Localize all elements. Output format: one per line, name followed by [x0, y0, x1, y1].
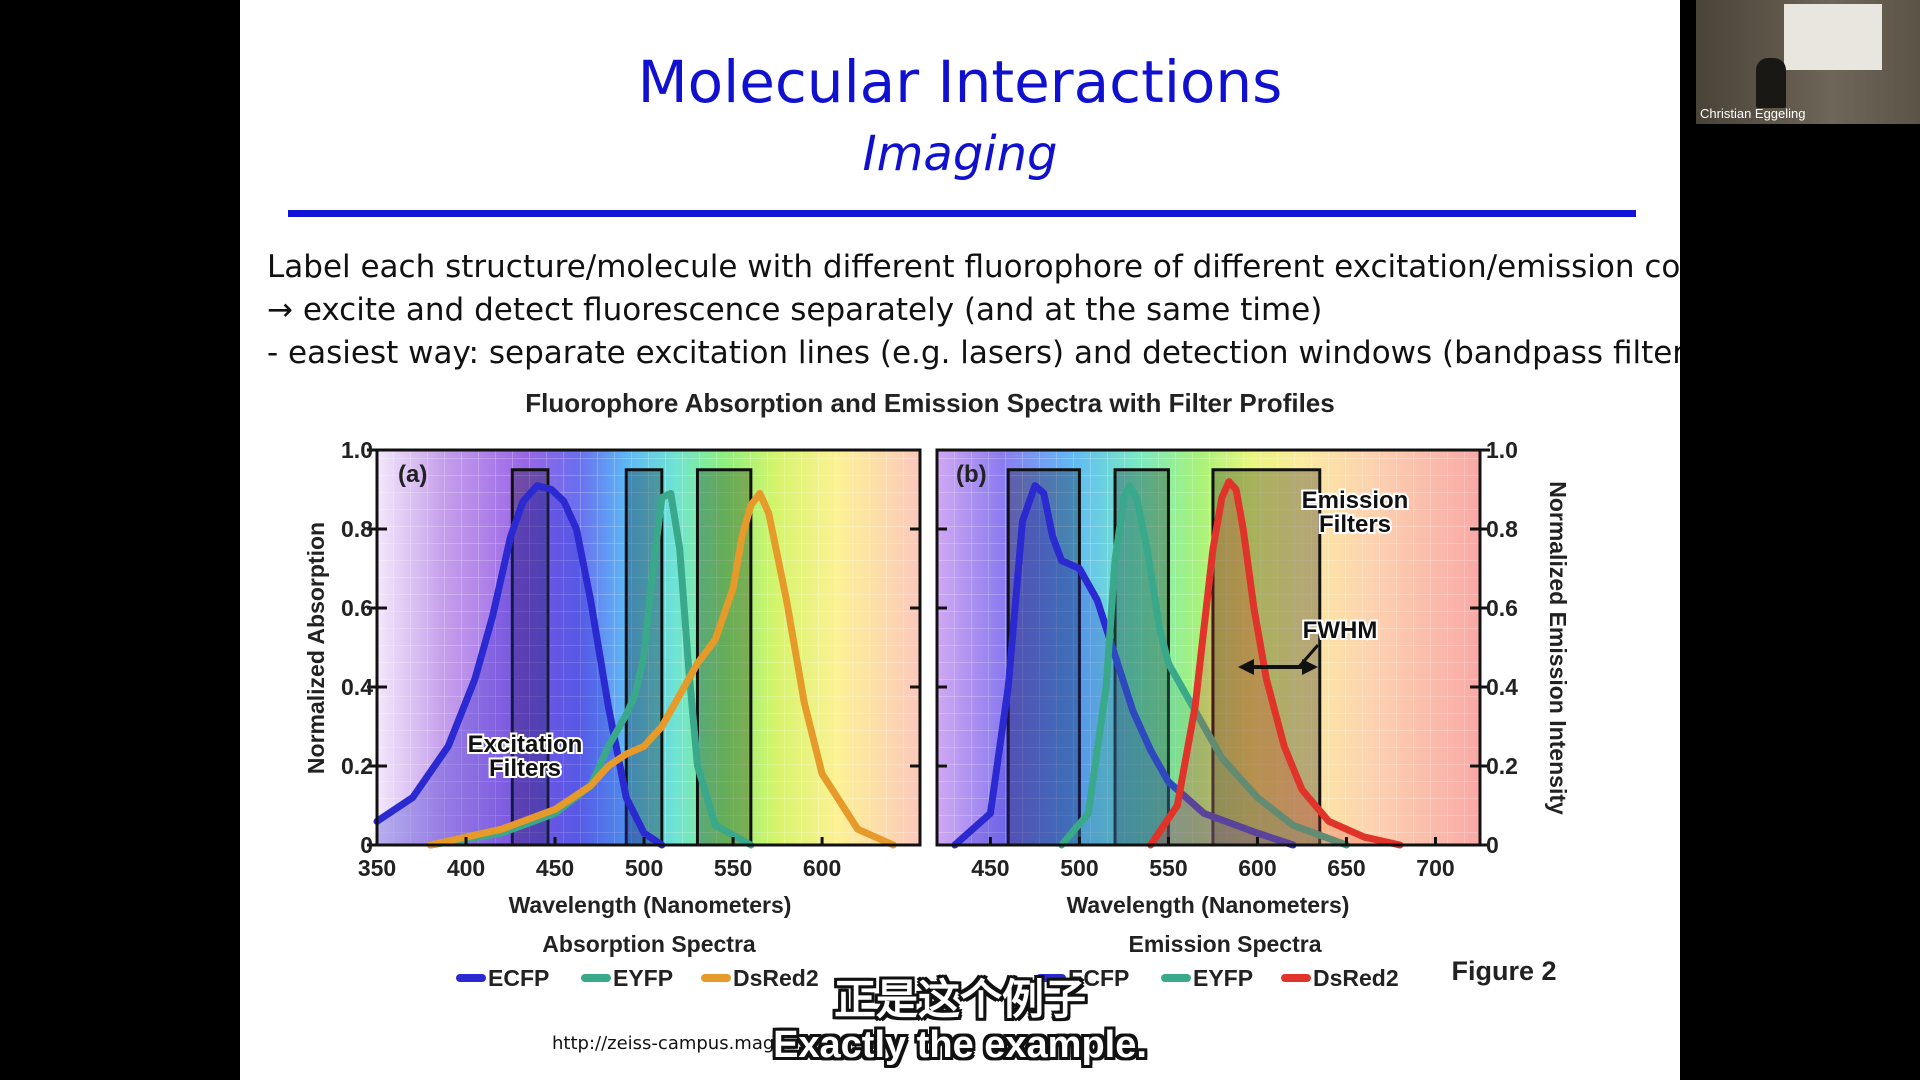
legend-label-eyfp: EYFP	[613, 965, 673, 991]
legend-panel-b: ECFP EYFP DsRed2	[1036, 965, 1399, 991]
x-tick-label: 700	[1416, 855, 1454, 881]
series-fill-ecfp	[377, 485, 662, 845]
x-tick-label: 500	[1060, 855, 1098, 881]
figure-title: Fluorophore Absorption and Emission Spec…	[525, 390, 1334, 418]
slide: Molecular Interactions Imaging Label eac…	[240, 0, 1680, 1080]
panel-b: 450 500 550 600 650 700 0 0.2 0.4 0.6 0.8 1.0 (b) E…	[935, 437, 1571, 957]
title-divider	[288, 210, 1636, 217]
panel-b-xlabel: Wavelength (Nanometers)	[1067, 892, 1350, 918]
panel-b-label: (b)	[956, 461, 987, 488]
panel-a-xlabel: Wavelength (Nanometers)	[509, 892, 792, 918]
slide-subtitle: Imaging	[862, 126, 1058, 182]
x-tick-label: 600	[1238, 855, 1276, 881]
source-url[interactable]: http://zeiss-campus.magn...ction.html	[552, 1033, 894, 1054]
x-tick-label: 450	[971, 855, 1009, 881]
y-tick-label: 0.2	[341, 753, 373, 779]
panel-b-ylabel: Normalized Emission Intensity	[1545, 481, 1571, 815]
projected-screen	[1784, 4, 1882, 70]
x-tick-label: 400	[447, 855, 485, 881]
subtitle-chinese: 正是这个例子	[833, 975, 1086, 1024]
subtitle-english: Exactly the example.	[773, 1024, 1147, 1066]
bullet-item: - easiest way: separate excitation lines…	[267, 335, 1680, 371]
emission-filters-label: Emission Filters	[1302, 487, 1409, 538]
x-tick-label: 550	[714, 855, 752, 881]
series-line-dsred2	[1147, 478, 1404, 849]
legend-label-ecfp: ECFP	[488, 965, 549, 991]
series-line-dsred2	[426, 489, 897, 849]
y-tick-label: 0	[1486, 832, 1499, 858]
y-tick-label: 0.4	[341, 674, 373, 700]
panel-a-subtitle: Absorption Spectra	[542, 931, 756, 957]
legend-label-eyfp: EYFP	[1193, 965, 1253, 991]
fwhm-label: FWHM	[1303, 617, 1378, 644]
series-line-ecfp	[373, 482, 666, 849]
presenter-silhouette	[1756, 58, 1786, 108]
webcam-thumbnail[interactable]: Christian Eggeling	[1696, 0, 1920, 124]
figure-caption: Figure 2	[1451, 956, 1556, 986]
spectra-figure: Fluorophore Absorption and Emission Spec…	[303, 390, 1571, 991]
y-tick-label: 0.6	[1486, 595, 1518, 621]
legend-label-dsred2: DsRed2	[1313, 965, 1399, 991]
x-tick-label: 550	[1149, 855, 1187, 881]
x-tick-label: 450	[536, 855, 574, 881]
y-tick-label: 0	[360, 832, 373, 858]
series-fill-eyfp	[1061, 485, 1347, 845]
bullet-item: → excite and detect fluorescence separat…	[267, 292, 1323, 328]
y-tick-label: 1.0	[1486, 437, 1518, 463]
y-tick-label: 0.4	[1486, 674, 1518, 700]
x-tick-label: 500	[625, 855, 663, 881]
y-tick-label: 0.8	[341, 516, 373, 542]
legend-label-ecfp: ECFP	[1068, 965, 1129, 991]
y-tick-label: 1.0	[341, 437, 373, 463]
excitation-filters-label: Excitation Filters	[468, 731, 583, 782]
slide-title: Molecular Interactions	[637, 48, 1283, 116]
panel-a-ylabel: Normalized Absorption	[303, 522, 329, 774]
series-line-eyfp	[1058, 482, 1350, 849]
y-tick-label: 0.2	[1486, 753, 1518, 779]
y-tick-label: 0.8	[1486, 516, 1518, 542]
panel-a-label: (a)	[398, 461, 427, 488]
panel-a: 350 400 450 500 550 600 0 0.2 0.4 0.6 0.8 1.0 (a) E…	[303, 437, 922, 957]
bullet-list: Label each structure/molecule with diffe…	[267, 246, 1680, 375]
y-tick-label: 0.6	[341, 595, 373, 621]
panel-b-subtitle: Emission Spectra	[1128, 931, 1321, 957]
x-tick-label: 650	[1327, 855, 1365, 881]
participant-name: Christian Eggeling	[1700, 106, 1806, 121]
legend-panel-a: ECFP EYFP DsRed2	[456, 965, 819, 991]
x-tick-label: 350	[358, 855, 396, 881]
bullet-item: Label each structure/molecule with diffe…	[267, 249, 1680, 285]
series-fill-ecfp	[954, 485, 1294, 845]
legend-label-dsred2: DsRed2	[733, 965, 819, 991]
x-tick-label: 600	[803, 855, 841, 881]
